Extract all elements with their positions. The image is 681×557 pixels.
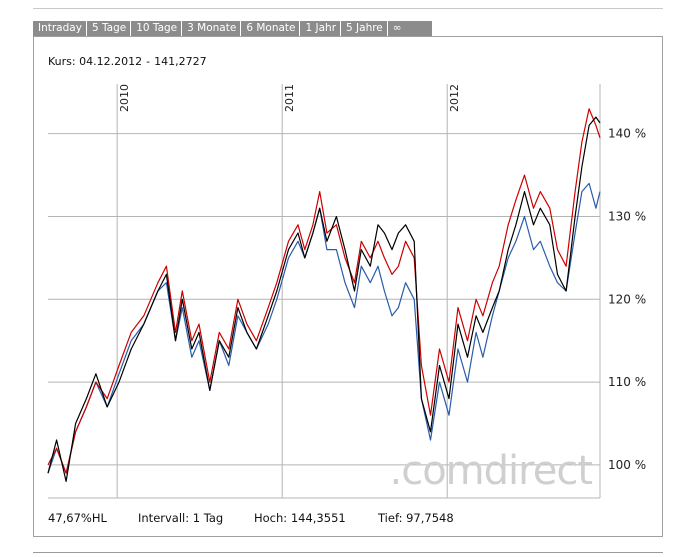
- tab-intraday[interactable]: Intraday: [33, 21, 87, 36]
- timeframe-tabs: Intraday 5 Tage 10 Tage 3 Monate 6 Monat…: [33, 21, 432, 36]
- chart-footer: 47,67%HL Intervall: 1 Tag Hoch: 144,3551…: [48, 511, 454, 525]
- interval-value: Intervall: 1 Tag: [138, 511, 224, 525]
- tab-max[interactable]: ∞: [392, 22, 402, 34]
- tab-10-days[interactable]: 10 Tage: [131, 21, 183, 36]
- price-date: 04.12.2012: [79, 55, 143, 68]
- x-tick-label: 2011: [283, 84, 296, 112]
- bottom-divider: [33, 552, 663, 553]
- y-tick-label: 140 %: [608, 127, 646, 141]
- y-tick-label: 130 %: [608, 209, 646, 223]
- comdirect-watermark: .comdirect: [390, 448, 593, 494]
- performance-value: 47,67%HL: [48, 511, 107, 525]
- high-value: Hoch: 144,3551: [254, 511, 346, 525]
- chart-panel: Kurs: 04.12.2012-141,2727 .comdirect 100…: [33, 36, 663, 537]
- series-line: [47, 108, 601, 474]
- price-value: 141,2727: [154, 55, 207, 68]
- top-divider: [33, 8, 663, 9]
- tab-5-days[interactable]: 5 Tage: [87, 21, 132, 36]
- current-price-line: Kurs: 04.12.2012-141,2727: [48, 55, 207, 68]
- price-label: Kurs:: [48, 55, 76, 68]
- y-tick-label: 100 %: [608, 458, 646, 472]
- y-tick-label: 110 %: [608, 375, 646, 389]
- series-lines: [47, 108, 601, 482]
- axis-labels: 100 % 110 % 120 % 130 % 140 % 2010 2011 2012: [118, 84, 646, 472]
- tab-3-months[interactable]: 3 Monate: [182, 21, 242, 36]
- series-line: [47, 182, 601, 474]
- price-chart: .comdirect 100 % 110 % 120 % 130 % 140 % 2010…: [47, 84, 646, 499]
- tab-6-months[interactable]: 6 Monate: [241, 21, 301, 36]
- y-tick-label: 120 %: [608, 292, 646, 306]
- low-value: Tief: 97,7548: [378, 511, 454, 525]
- x-tick-label: 2010: [118, 84, 131, 112]
- price-separator: -: [146, 55, 151, 68]
- tab-1-year[interactable]: 1 Jahr: [300, 21, 342, 36]
- x-tick-label: 2012: [448, 84, 461, 112]
- grid-lines: [48, 84, 601, 499]
- series-line: [47, 116, 601, 482]
- tab-5-years[interactable]: 5 Jahre: [341, 21, 388, 36]
